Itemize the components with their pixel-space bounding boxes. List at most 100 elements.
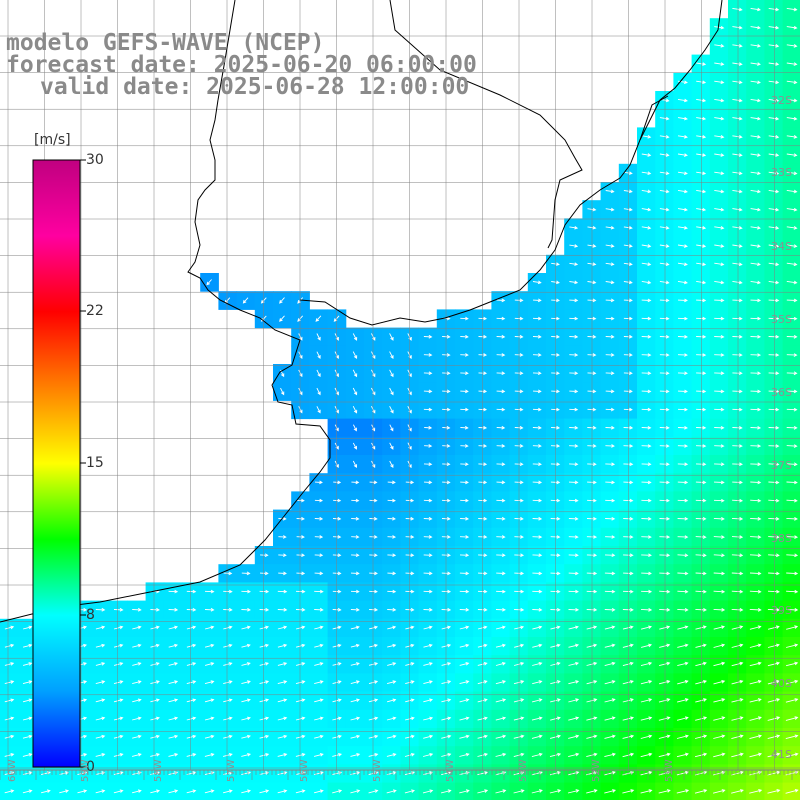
wind-arrow [641, 389, 652, 394]
wind-arrow [423, 607, 433, 612]
wind-arrow [387, 571, 397, 576]
lat-label-35s: 35S [771, 313, 792, 326]
wind-arrow [314, 589, 324, 594]
wind-arrow [731, 535, 744, 539]
lat-label-34s: 34S [771, 240, 792, 253]
wind-arrow [350, 643, 360, 648]
wind-arrow [22, 680, 33, 685]
wind-arrow [605, 371, 615, 376]
wind-arrow [641, 480, 652, 485]
wind-arrow [350, 789, 361, 794]
wind-arrow [732, 244, 743, 248]
wind-arrow [352, 442, 357, 450]
wind-arrow [113, 789, 124, 794]
wind-arrow [713, 498, 725, 503]
wind-arrow [587, 444, 597, 448]
lon-label-59w: 59W [80, 759, 91, 782]
wind-arrow [604, 625, 616, 630]
wind-arrow [459, 625, 470, 630]
wind-arrow [587, 407, 597, 412]
wind-arrow [696, 226, 707, 230]
wind-arrow [496, 480, 506, 485]
wind-arrow [260, 553, 269, 558]
wind-arrow [278, 553, 287, 558]
wind-arrow [750, 7, 761, 12]
wind-arrow [586, 535, 598, 539]
wind-arrow [750, 371, 762, 376]
wind-arrow [750, 316, 762, 321]
wind-arrow [387, 498, 396, 503]
wind-arrow [549, 734, 562, 739]
wind-arrow [768, 353, 780, 357]
wind-arrow [423, 680, 433, 685]
wind-arrow [459, 571, 470, 576]
wind-arrow [677, 661, 689, 667]
wind-arrow [440, 789, 452, 794]
wind-arrow [714, 189, 725, 194]
wind-arrow [587, 389, 597, 394]
wind-arrow [459, 789, 470, 794]
wind-arrow [204, 752, 215, 757]
wind-arrow [277, 662, 288, 666]
wind-arrow [695, 444, 707, 448]
wind-arrow [496, 553, 506, 558]
wind-arrow [259, 589, 270, 594]
wind-arrow [786, 207, 798, 212]
wind-arrow [695, 589, 707, 594]
wind-arrow [4, 789, 15, 794]
wind-arrow [368, 789, 379, 794]
wind-arrow [786, 389, 798, 394]
wind-arrow [677, 498, 689, 503]
wind-arrow [298, 369, 303, 378]
wind-arrow [714, 389, 725, 394]
wind-arrow [641, 353, 652, 357]
wind-arrow [40, 789, 51, 794]
wind-arrow [714, 444, 725, 448]
wind-arrow [714, 44, 725, 48]
wind-arrow [623, 280, 633, 285]
wind-arrow [4, 698, 15, 703]
wind-arrow [659, 643, 671, 648]
wind-arrow [658, 679, 671, 685]
wind-arrow [514, 480, 524, 485]
wind-arrow [677, 262, 688, 267]
wind-arrow [659, 571, 671, 576]
wind-arrow [768, 135, 780, 139]
wind-arrow [750, 207, 761, 212]
wind-arrow [423, 698, 434, 703]
wind-arrow [712, 770, 726, 776]
wind-arrow [767, 698, 781, 703]
wind-arrow [750, 262, 761, 267]
wind-arrow [314, 625, 324, 630]
wind-arrow [785, 752, 799, 758]
wind-arrow [223, 607, 233, 612]
wind-arrow [569, 462, 579, 467]
wind-arrow [423, 734, 434, 739]
wind-arrow [532, 516, 543, 521]
wind-arrow [622, 608, 634, 612]
lat-lon-grid [0, 0, 800, 780]
wind-arrow [677, 625, 689, 630]
wind-arrow [168, 625, 179, 630]
wind-arrow [714, 171, 725, 176]
wind-arrow [352, 387, 358, 396]
wind-arrow [514, 553, 525, 558]
wind-arrow [568, 625, 579, 630]
wind-arrow [532, 661, 543, 666]
wind-arrow [732, 116, 743, 121]
wind-arrow [658, 716, 671, 721]
wind-arrow [514, 498, 524, 503]
wind-arrow [768, 280, 780, 285]
wind-arrow [622, 625, 634, 630]
wind-arrow [750, 244, 761, 248]
wind-arrow [640, 608, 653, 612]
wind-arrow [586, 734, 598, 739]
wind-arrow [586, 680, 598, 685]
wind-arrow [514, 371, 524, 376]
wind-arrow [279, 297, 285, 304]
wind-arrow [622, 643, 634, 648]
wind-arrow [204, 643, 215, 648]
wind-arrow [659, 316, 670, 321]
wind-arrow [677, 553, 689, 558]
wind-arrow [550, 661, 561, 666]
